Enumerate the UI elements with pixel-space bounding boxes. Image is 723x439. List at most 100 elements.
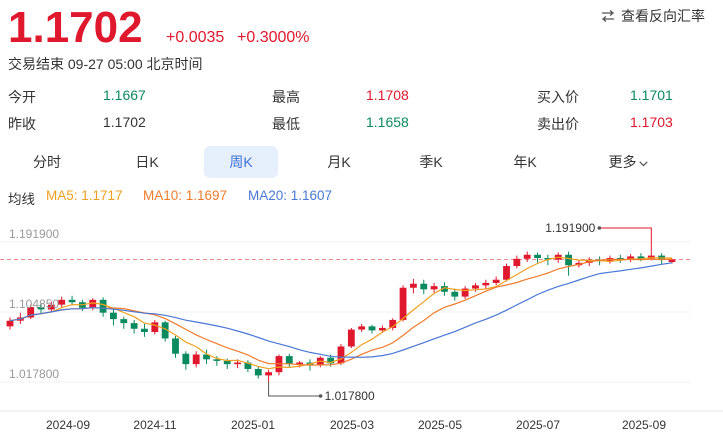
candle	[430, 282, 438, 293]
tab-intraday[interactable]: 分时	[33, 154, 61, 170]
high-label: 最高	[272, 89, 300, 105]
candle	[441, 282, 448, 296]
candle-body	[37, 307, 45, 310]
candle	[172, 336, 179, 358]
candle-body	[637, 256, 645, 259]
ma10-line	[9, 258, 673, 366]
candle-body	[213, 359, 221, 361]
candle-body	[523, 254, 531, 259]
tab-weekly-k[interactable]: 周K	[204, 146, 278, 178]
swap-icon	[601, 10, 615, 22]
low-value: 1.1658	[366, 114, 409, 130]
candle-body	[27, 307, 35, 318]
ma5-line	[9, 256, 672, 370]
chevron-down-icon	[638, 146, 648, 178]
candle	[151, 319, 159, 335]
candle-body	[141, 328, 148, 332]
candlestick-chart[interactable]: 1.191900 1.017800 1.191900 1.104850 1.01780…	[0, 210, 723, 439]
candle-body	[234, 362, 241, 365]
candle	[368, 324, 376, 334]
candle-body	[244, 362, 252, 369]
candle-body	[585, 259, 593, 263]
y-tick-label: 1.017800	[9, 367, 59, 381]
tab-more[interactable]: 更多	[598, 146, 658, 178]
bid-label: 买入价	[537, 89, 579, 105]
candle-body	[347, 329, 355, 347]
candle	[120, 316, 128, 329]
candle-body	[668, 259, 676, 263]
candle-body	[130, 323, 138, 329]
candle-body	[378, 327, 386, 331]
candle	[182, 351, 190, 370]
price-change-percent: +0.3000%	[237, 29, 310, 46]
y-tick-label: 1.104850	[9, 297, 59, 311]
candle-body	[492, 279, 500, 283]
prev-close-value: 1.1702	[103, 114, 146, 130]
candle-body	[482, 282, 490, 286]
candle	[130, 319, 138, 334]
candle	[627, 253, 635, 263]
ask-label: 卖出价	[537, 116, 579, 132]
ask-value: 1.1703	[630, 114, 673, 130]
candle	[337, 344, 345, 365]
candle	[27, 304, 35, 320]
candle-body	[420, 283, 428, 290]
candle-body	[68, 299, 76, 303]
tab-daily-k[interactable]: 日K	[135, 154, 159, 170]
candle	[37, 303, 45, 315]
candle	[523, 251, 531, 263]
candle	[244, 360, 252, 373]
min-annotation-label: 1.017800	[325, 389, 375, 403]
tab-quarterly-k[interactable]: 季K	[419, 154, 443, 170]
candle	[275, 354, 283, 376]
candle-body	[327, 357, 335, 364]
candle	[534, 252, 541, 263]
candle-body	[441, 286, 448, 292]
x-tick-label: 2025-07	[516, 418, 560, 432]
open-value: 1.1667	[103, 87, 146, 103]
x-tick-label: 2024-09	[46, 418, 90, 432]
candle	[141, 323, 148, 337]
min-annotation-dot	[318, 394, 323, 398]
max-annotation-line	[599, 227, 652, 242]
x-tick-label: 2025-01	[231, 418, 275, 432]
ma10-value: MA10: 1.1697	[143, 188, 228, 203]
candle	[47, 301, 55, 312]
price-change: +0.0035	[166, 29, 225, 46]
candle-body	[89, 299, 97, 308]
candle-body	[172, 338, 179, 354]
candle	[451, 288, 459, 301]
candle-body	[223, 360, 231, 365]
candle-body	[47, 304, 55, 310]
candle	[254, 366, 262, 379]
ma20-value: MA20: 1.1607	[248, 188, 333, 203]
ma20-line	[9, 262, 673, 358]
candle	[409, 278, 417, 294]
tab-yearly-k[interactable]: 年K	[513, 154, 537, 170]
candle	[347, 327, 355, 349]
ma5-value: MA5: 1.1717	[46, 188, 123, 203]
candle-body	[151, 322, 159, 332]
candle	[503, 263, 510, 282]
candle-body	[296, 362, 304, 365]
candle-body	[399, 287, 407, 320]
ma-title: 均线	[8, 192, 35, 207]
high-value: 1.1708	[366, 87, 409, 103]
candle	[513, 255, 521, 269]
candle	[658, 253, 666, 265]
candle-body	[389, 319, 397, 328]
reverse-rate-label: 查看反向汇率	[621, 8, 705, 24]
candle-body	[565, 254, 572, 266]
candle-body	[265, 372, 273, 376]
prev-close-label: 昨收	[8, 116, 36, 132]
candle	[192, 351, 200, 368]
tab-monthly-k[interactable]: 月K	[327, 154, 351, 170]
reverse-rate-button[interactable]: 查看反向汇率	[601, 6, 705, 26]
candle	[285, 353, 293, 368]
candle	[420, 279, 428, 295]
candle	[492, 276, 500, 286]
candle	[565, 251, 572, 276]
x-tick-label: 2025-03	[330, 418, 374, 432]
candle-body	[285, 356, 293, 365]
candle-body	[58, 299, 66, 305]
